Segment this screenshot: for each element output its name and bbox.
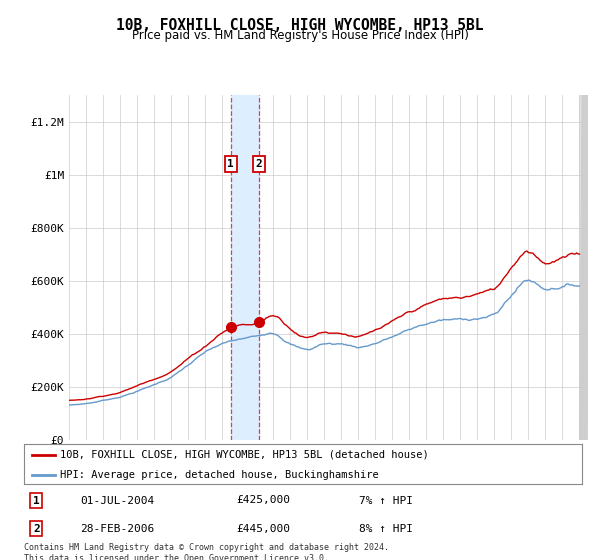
Text: 8% ↑ HPI: 8% ↑ HPI xyxy=(359,524,413,534)
Text: 1: 1 xyxy=(227,159,234,169)
Text: £445,000: £445,000 xyxy=(236,524,290,534)
Text: 7% ↑ HPI: 7% ↑ HPI xyxy=(359,496,413,506)
Text: 1: 1 xyxy=(33,496,40,506)
Text: Contains HM Land Registry data © Crown copyright and database right 2024.
This d: Contains HM Land Registry data © Crown c… xyxy=(24,543,389,560)
Text: £425,000: £425,000 xyxy=(236,496,290,506)
Text: 01-JUL-2004: 01-JUL-2004 xyxy=(80,496,154,506)
Bar xyxy=(230,95,259,440)
Text: 2: 2 xyxy=(256,159,262,169)
Text: HPI: Average price, detached house, Buckinghamshire: HPI: Average price, detached house, Buck… xyxy=(60,470,379,480)
Text: 10B, FOXHILL CLOSE, HIGH WYCOMBE, HP13 5BL (detached house): 10B, FOXHILL CLOSE, HIGH WYCOMBE, HP13 5… xyxy=(60,450,429,460)
Text: Price paid vs. HM Land Registry's House Price Index (HPI): Price paid vs. HM Land Registry's House … xyxy=(131,29,469,42)
Text: 10B, FOXHILL CLOSE, HIGH WYCOMBE, HP13 5BL: 10B, FOXHILL CLOSE, HIGH WYCOMBE, HP13 5… xyxy=(116,18,484,33)
Text: 28-FEB-2006: 28-FEB-2006 xyxy=(80,524,154,534)
Text: 2: 2 xyxy=(33,524,40,534)
